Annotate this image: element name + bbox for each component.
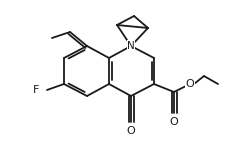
- Text: O: O: [127, 126, 135, 136]
- Text: F: F: [33, 85, 39, 95]
- Text: N: N: [127, 41, 135, 51]
- Text: O: O: [170, 117, 178, 127]
- Text: O: O: [186, 79, 194, 89]
